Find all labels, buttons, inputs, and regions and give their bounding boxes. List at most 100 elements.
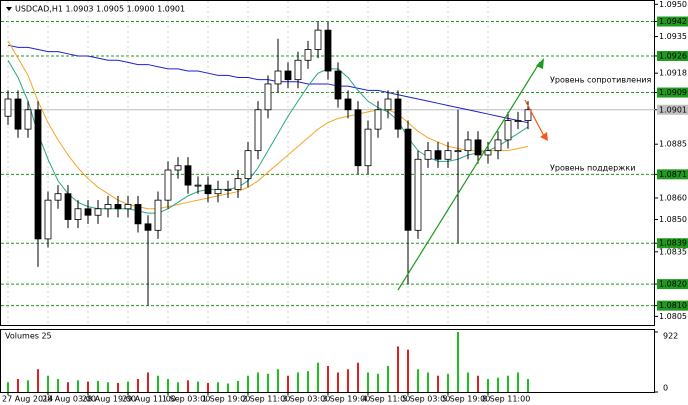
candle-body [214, 189, 222, 195]
arrow-head [540, 132, 548, 141]
candle-body [154, 199, 162, 231]
x-tick-label: 29 Aug 11:00 [122, 395, 176, 404]
x-tick-label: 1 Sep 19:00 [202, 395, 250, 404]
x-tick-label: 4 Sep 11:00 [362, 395, 410, 404]
candle-body [434, 150, 442, 160]
y-tick-bg [657, 279, 688, 290]
candle-body [284, 70, 292, 81]
trend-arrow [524, 99, 545, 137]
candle-body [244, 150, 252, 180]
y-tick-label: 1.0860 [659, 194, 687, 203]
candle-body [34, 109, 42, 240]
candle-body [524, 109, 532, 121]
y-tick-bg [657, 87, 688, 98]
y-tick-bg [657, 50, 688, 61]
y-tick-label: 1.0885 [659, 140, 687, 149]
candle-body [454, 150, 462, 153]
x-tick-label: 1 Sep 03:00 [162, 395, 210, 404]
y-tick-label: 1.0926 [659, 51, 687, 60]
y-tick-label: 1.0950 [659, 0, 687, 9]
candle-body [394, 98, 402, 130]
candle-body [114, 204, 122, 210]
y-tick-bg [657, 16, 688, 27]
candle-body [504, 120, 512, 141]
candle-body [484, 150, 492, 156]
candle-body [104, 204, 112, 210]
x-tick-label: 28 Aug 19:00 [82, 395, 136, 404]
chart-header: USDCAD,H1 1.0903 1.0905 1.0900 1.0901 [15, 5, 185, 14]
y-tick-bg [657, 169, 688, 180]
y-tick-label: 1.0839 [659, 239, 687, 248]
candle-body [494, 139, 502, 152]
candle-body [204, 184, 212, 195]
candle-body [24, 109, 32, 130]
candle-body [4, 98, 12, 117]
y-tick-label: 1.0835 [659, 247, 687, 256]
y-tick-label: 1.0850 [659, 215, 687, 224]
x-tick-label: 3 Sep 19:00 [322, 395, 370, 404]
menu-arrow [6, 7, 12, 11]
y-tick-label: 0 [663, 384, 668, 393]
candle-body [374, 109, 382, 130]
trend-line [397, 61, 541, 291]
candle-body [164, 169, 172, 201]
x-tick-label: 3 Sep 03:00 [282, 395, 330, 404]
candle-body [474, 139, 482, 156]
candle-body [184, 165, 192, 186]
candle-body [254, 109, 262, 152]
x-tick-label: 28 Aug 03:00 [42, 395, 96, 404]
volume-title: Volumes 25 [5, 332, 52, 341]
candle-body [274, 70, 282, 85]
candle-body [54, 193, 62, 201]
candle-body [344, 98, 352, 111]
candle-body [334, 70, 342, 100]
arrow-head [536, 58, 544, 69]
candle-body [314, 29, 322, 50]
candle-body [264, 83, 272, 111]
candle-body [464, 139, 472, 152]
y-tick-label: 1.0871 [659, 170, 687, 179]
annotation: Уровень поддержки [550, 164, 635, 173]
y-tick-bg [657, 104, 688, 115]
y-tick-label: 1.0942 [659, 17, 687, 26]
x-tick-label: 2 Sep 11:00 [242, 395, 290, 404]
candle-body [74, 208, 82, 220]
candle-body [174, 165, 182, 171]
candle-body [194, 184, 202, 187]
x-tick-label: 8 Sep 11:00 [482, 395, 530, 404]
candle-body [44, 199, 52, 240]
candle-body [324, 29, 332, 72]
ma-line [7, 60, 529, 214]
candle-body [234, 178, 242, 190]
candle-body [64, 193, 72, 220]
candle-body [144, 223, 152, 231]
candle-body [444, 150, 452, 160]
y-tick-bg [657, 238, 688, 249]
candle-body [304, 49, 312, 61]
y-tick-label: 1.0909 [659, 88, 687, 97]
y-tick-label: 1.0810 [659, 301, 687, 310]
candle-body [424, 150, 432, 160]
candle-body [94, 208, 102, 216]
candle-body [124, 204, 132, 210]
x-tick-label: 5 Sep 19:00 [442, 395, 490, 404]
y-tick-label: 1.0918 [659, 69, 687, 78]
candle-body [294, 59, 302, 81]
ma-line [7, 40, 529, 210]
candle-body [414, 158, 422, 231]
candle-body [224, 189, 232, 191]
annotation: Уровень сопротивления [550, 76, 652, 85]
candle-body [354, 109, 362, 167]
candle-body [404, 128, 412, 231]
y-tick-label: 1.0805 [659, 312, 687, 321]
candle-body [364, 128, 372, 167]
candle-body [384, 98, 392, 111]
x-tick-label: 5 Sep 03:00 [402, 395, 450, 404]
candle-body [14, 98, 22, 130]
y-tick-label: 1.0820 [659, 280, 687, 289]
y-tick-label: 1.0901 [659, 105, 687, 114]
candle-body [134, 204, 142, 225]
y-tick-label: 922 [663, 332, 678, 341]
y-tick-label: 1.0935 [659, 32, 687, 41]
